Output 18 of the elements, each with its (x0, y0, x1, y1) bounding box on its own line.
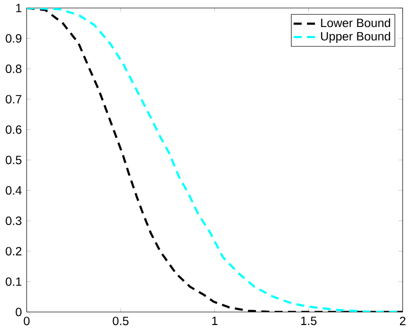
x-tick-label: 2 (400, 316, 406, 325)
y-tick-label: 1 (16, 4, 22, 12)
y-tick-label: 0.4 (6, 186, 22, 194)
y-tick-label: 0.2 (6, 246, 22, 256)
x-tick-label: 1 (212, 316, 218, 325)
x-tick-label: 1.5 (301, 316, 316, 325)
legend-label: Lower Bound (321, 18, 390, 28)
legend-label: Upper Bound (321, 32, 390, 43)
y-tick-label: 0.7 (6, 94, 22, 104)
y-tick-label: 0 (16, 308, 22, 316)
y-tick-label: 0.1 (6, 277, 22, 286)
y-tick-label: 0.9 (6, 34, 22, 42)
x-tick-label: 0 (24, 316, 30, 326)
y-tick-label: 0.5 (6, 156, 22, 164)
y-tick-label: 0.8 (6, 64, 22, 73)
y-tick-label: 0.6 (6, 125, 22, 134)
x-tick-label: 0.5 (112, 316, 129, 326)
y-tick-label: 0.3 (6, 216, 22, 225)
